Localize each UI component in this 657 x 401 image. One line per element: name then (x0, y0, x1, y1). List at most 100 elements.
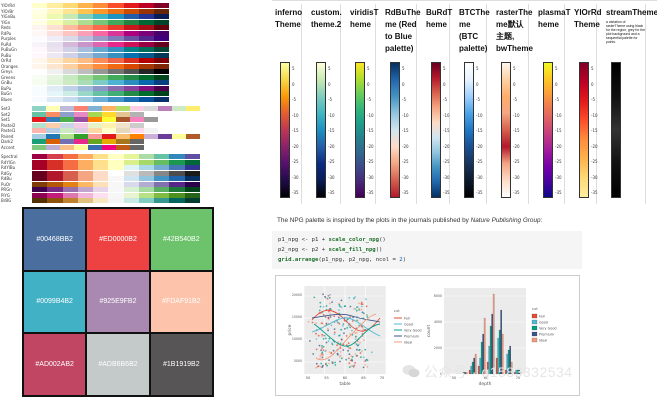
colorbar-tick-label: -15 (367, 128, 374, 133)
palette-swatch (138, 30, 155, 36)
theme-column: BTCThe me (BTC palette) 5 0 -5 -10 -15 -20 -25 -… (456, 4, 490, 204)
x-tick-label: 70 (516, 376, 521, 380)
x-tick-label: 60 (484, 376, 489, 380)
palette-swatch (47, 3, 63, 8)
colorbar-tick-label: -35 (513, 190, 520, 195)
scatter-point (330, 352, 333, 355)
scatter-point (355, 331, 358, 334)
colorbar-tick-label: -25 (367, 159, 374, 164)
palette-swatch (108, 198, 124, 203)
bar-good (488, 345, 490, 375)
palette-swatch (116, 106, 130, 111)
bar-ideal (519, 372, 522, 375)
bar-ideal (483, 317, 486, 375)
scatter-point (348, 366, 351, 368)
palette-swatch (108, 36, 124, 41)
colorbar-tick-label: -25 (328, 159, 335, 164)
palette-swatch (47, 52, 63, 58)
palette-name: PuOr (1, 181, 11, 187)
scatter-point (333, 328, 336, 330)
scatter-point (346, 327, 349, 329)
palette-row-rdylgn: RdYlGn (0, 159, 205, 165)
code-line-2: p2_npg <- p2 + scale_fill_npg() (278, 247, 383, 253)
scatter-point (315, 338, 318, 341)
palette-swatch (47, 36, 63, 41)
palette-swatch (77, 154, 94, 159)
palette-swatch (47, 96, 63, 102)
colorbar-tick-label: 0 (476, 81, 479, 87)
scatter-point (342, 349, 345, 351)
palette-swatch (169, 181, 185, 187)
scatter-point (338, 309, 340, 311)
scatter-point (319, 305, 322, 308)
scatter-point (322, 306, 325, 308)
palette-swatch (60, 122, 74, 128)
palette-swatch (74, 111, 88, 117)
palette-swatch (74, 117, 88, 122)
palette-swatch (93, 52, 109, 58)
palette-name: Accent (1, 144, 15, 150)
palette-swatch (108, 8, 124, 14)
palette-swatch (123, 91, 139, 96)
theme-colorbar (579, 62, 589, 198)
palette-swatch (77, 91, 94, 96)
colorbar-tick-label: -35 (476, 190, 483, 195)
palette-swatch (62, 52, 78, 58)
palette-swatch (186, 133, 200, 139)
palette-swatch (77, 159, 94, 165)
smooth-line-good (311, 317, 381, 337)
palette-swatch (60, 133, 74, 139)
palette-swatch (62, 14, 78, 19)
palette-name: BuGn (1, 91, 12, 96)
theme-title: viridisT heme (350, 8, 379, 29)
colorbar-tick-label: -30 (367, 174, 374, 180)
scatter-point (321, 335, 323, 337)
palette-swatch (123, 181, 139, 187)
colorbar-tick-label: -15 (513, 128, 520, 133)
palette-swatch (88, 128, 102, 133)
palette-swatch (32, 133, 46, 139)
scatter-point (350, 365, 353, 367)
palette-swatch (123, 58, 139, 63)
palette-swatch (108, 69, 124, 74)
palette-row-set2: Set2 (0, 111, 205, 117)
bar-ideal (474, 353, 477, 375)
palette-row-reds: Reds (0, 25, 205, 30)
scatter-point (319, 354, 322, 357)
palette-swatch (154, 52, 170, 58)
palette-swatch (172, 133, 186, 139)
theme-column: streamTheme. a variation of rasterTheme u… (603, 4, 657, 204)
palette-swatch (62, 159, 78, 165)
palette-row-gnbu: GnBu (0, 80, 205, 85)
scatter-point (332, 349, 335, 352)
palette-swatch (93, 85, 109, 91)
theme-title: RdBuThe me (Red to Blue palette) (385, 8, 421, 53)
scatter-point (354, 353, 357, 355)
palette-swatch (93, 96, 109, 102)
palette-swatch (138, 198, 155, 203)
scatter-point (325, 305, 328, 307)
scatter-point (333, 333, 336, 335)
scatter-point (321, 366, 324, 368)
palette-swatch (154, 192, 170, 198)
colorbar-tick-label: -5 (402, 97, 406, 102)
scatter-point (337, 321, 339, 324)
palette-swatch (123, 52, 139, 58)
palette-swatch (130, 111, 144, 117)
colorbar-tick-label: -30 (443, 174, 450, 180)
palette-swatch (116, 111, 130, 117)
palette-name: Purples (1, 36, 16, 41)
palette-swatch (77, 36, 94, 41)
palette-swatch (138, 96, 155, 102)
palette-swatch (108, 14, 124, 19)
palette-row-ylorbr: YlOrBr (0, 8, 205, 14)
colorbar-tick-label: -10 (402, 112, 409, 118)
palette-name: Oranges (1, 63, 18, 69)
scatter-point (315, 366, 318, 369)
palette-swatch (130, 139, 144, 144)
scatter-point (347, 349, 349, 352)
scatter-point (326, 364, 328, 367)
scatter-point (327, 340, 330, 343)
palette-swatch (93, 36, 109, 41)
palette-swatch (88, 133, 102, 139)
